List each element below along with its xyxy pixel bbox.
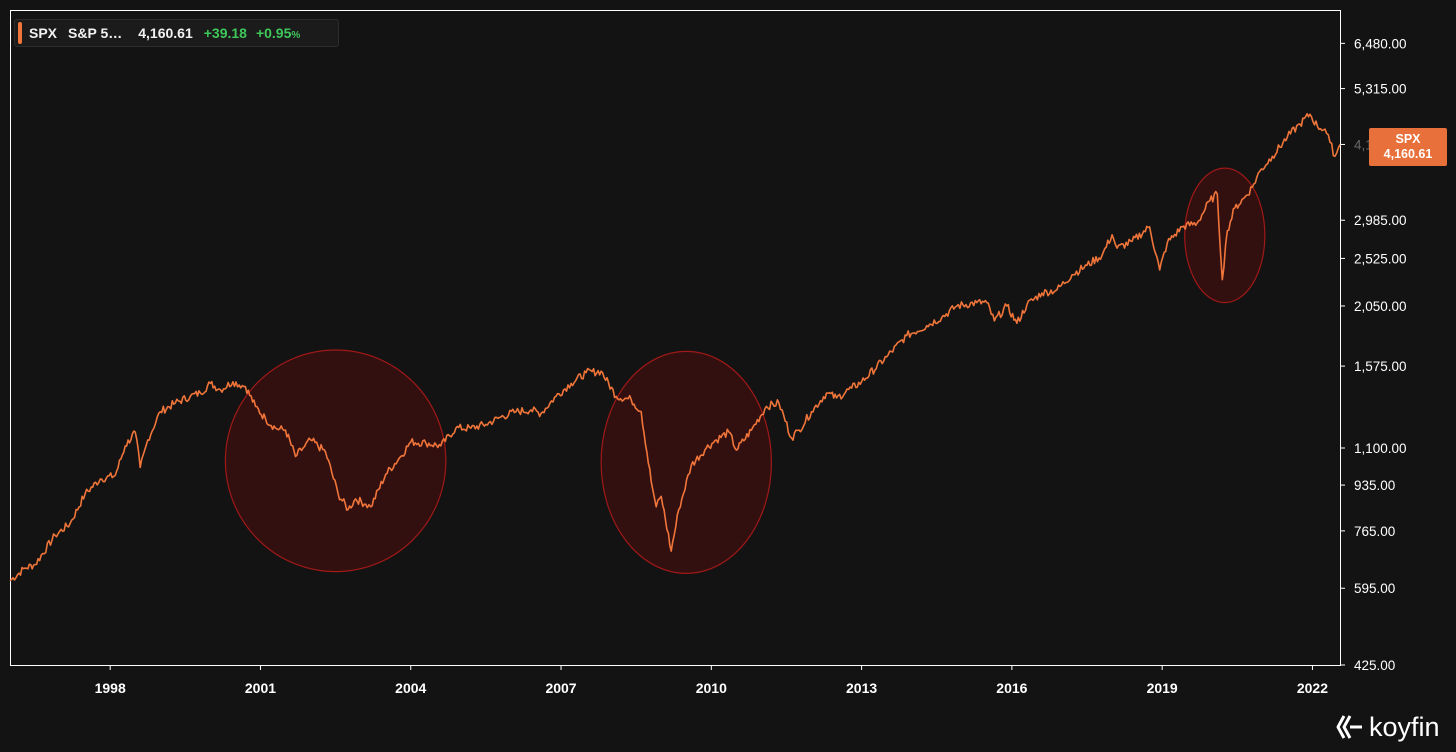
y-tick-label-11: 425.00 (1354, 658, 1395, 673)
legend-price: 4,160.61 (138, 25, 193, 41)
x-tick-label-4: 2010 (696, 680, 727, 696)
last-price-tag: SPX 4,160.61 (1369, 128, 1447, 166)
y-tick-label-5: 2,050.00 (1354, 299, 1407, 314)
y-tick-label-4: 2,525.00 (1354, 251, 1407, 266)
x-tick-label-1: 2001 (245, 680, 276, 696)
y-tick-label-0: 6,480.00 (1354, 36, 1407, 51)
koyfin-logo: koyfin (1336, 710, 1440, 744)
highlight-ellipse-2 (600, 350, 773, 574)
spx-price-line (9, 112, 1341, 582)
legend-change: +39.18 (203, 25, 247, 41)
series-color-swatch (18, 22, 22, 44)
x-tick-label-5: 2013 (846, 680, 877, 696)
plot-frame (10, 10, 1341, 666)
x-tick-label-8: 2022 (1297, 680, 1328, 696)
y-tick-label-1: 5,315.00 (1354, 82, 1407, 97)
legend-symbol: SPX (29, 25, 58, 41)
highlight-group (224, 167, 1266, 574)
y-tick-label-3: 2,985.00 (1354, 213, 1407, 228)
y-tick-label-8: 935.00 (1354, 478, 1395, 493)
y-tick-label-7: 1,100.00 (1354, 441, 1407, 456)
koyfin-logo-icon (1336, 715, 1362, 739)
legend-change-pct: +0.95% (256, 25, 300, 41)
x-tick-label-6: 2016 (996, 680, 1027, 696)
y-tick-label-10: 595.00 (1354, 581, 1395, 596)
legend-pct-unit: % (291, 30, 301, 41)
price-tag-symbol: SPX (1395, 132, 1421, 146)
price-tag-value: 4,160.61 (1383, 147, 1433, 161)
x-tick-label-7: 2019 (1147, 680, 1178, 696)
legend-box[interactable]: SPX S&P 5… 4,160.61 +39.18 +0.95% (14, 19, 339, 47)
koyfin-logo-text: koyfin (1369, 711, 1440, 742)
x-tick-label-0: 1998 (95, 680, 126, 696)
highlight-ellipse-1 (224, 349, 447, 573)
x-tick-label-3: 2007 (545, 680, 576, 696)
y-tick-label-6: 1,575.00 (1354, 359, 1407, 374)
legend-name: S&P 5… (68, 25, 123, 41)
legend-change-pct-value: +0.95 (255, 25, 292, 41)
x-tick-label-2: 2004 (395, 680, 426, 696)
x-axis: 1998 2001 2004 2007 2010 2013 2016 2019 2022 (95, 665, 1328, 696)
y-tick-label-9: 765.00 (1354, 524, 1395, 539)
highlight-ellipse-3 (1184, 167, 1266, 304)
